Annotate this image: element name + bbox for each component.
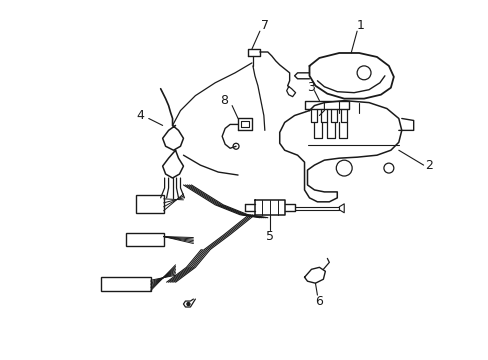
- Text: 2: 2: [424, 159, 431, 172]
- Text: 4: 4: [136, 109, 143, 122]
- Text: 7: 7: [260, 19, 268, 32]
- Bar: [126, 233, 163, 247]
- Text: 8: 8: [220, 94, 228, 107]
- Text: 6: 6: [315, 294, 323, 307]
- Text: 1: 1: [356, 19, 364, 32]
- Text: 5: 5: [265, 230, 273, 243]
- Text: 3: 3: [307, 81, 315, 94]
- Bar: [101, 277, 150, 291]
- Circle shape: [186, 302, 189, 306]
- Bar: [136, 195, 163, 213]
